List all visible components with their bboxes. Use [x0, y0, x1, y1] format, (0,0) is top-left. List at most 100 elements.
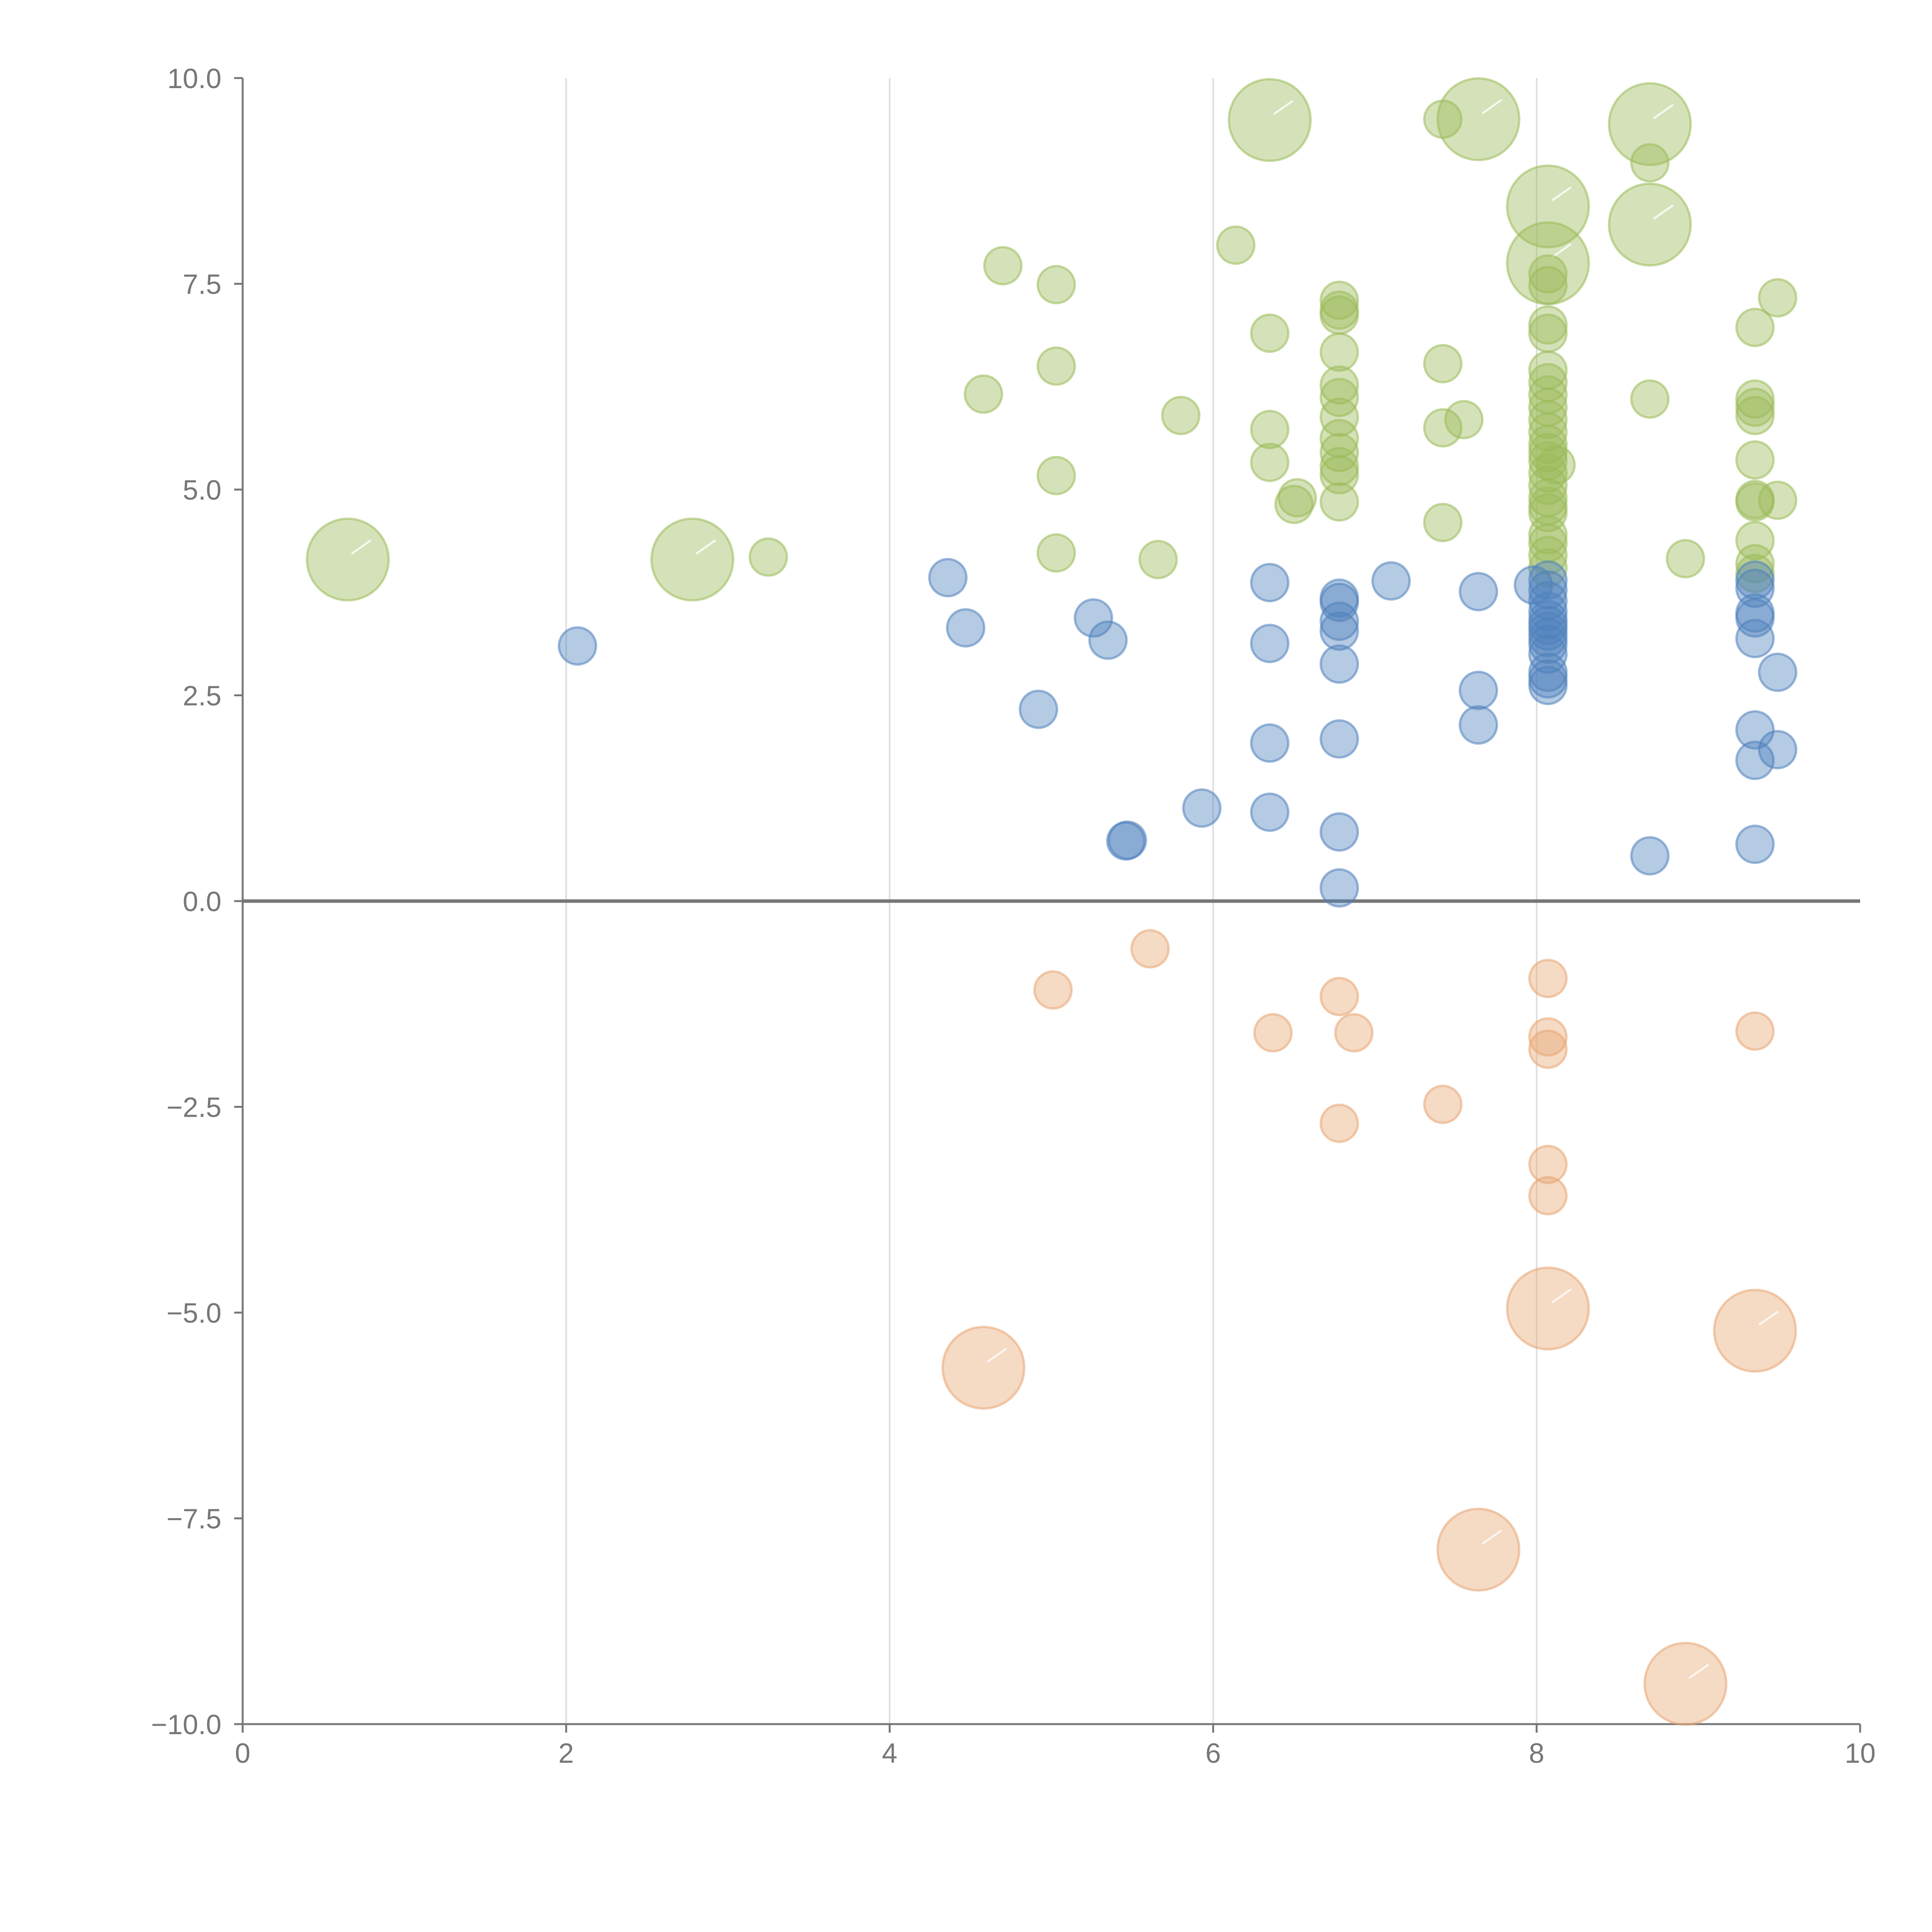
blue-bubble	[1250, 792, 1290, 832]
green-bubble	[1758, 480, 1798, 520]
orange-bubble	[1528, 1017, 1568, 1057]
green-bubble	[1228, 78, 1312, 162]
green-bubble	[1423, 344, 1463, 384]
green-bubble	[1216, 225, 1256, 265]
green-bubble	[1320, 295, 1359, 335]
green-bubble	[1536, 445, 1576, 485]
green-bubble	[1423, 408, 1463, 448]
blue-bubble	[1320, 868, 1359, 908]
green-bubble	[1528, 265, 1568, 305]
orange-bubble	[1528, 1145, 1568, 1184]
green-bubble	[1320, 397, 1359, 437]
green-bubble	[1036, 346, 1076, 386]
green-bubble	[1444, 400, 1484, 439]
blue-bubble	[1371, 561, 1411, 601]
green-bubble	[1138, 540, 1178, 580]
blue-bubble	[1088, 620, 1128, 660]
blue-bubble	[1459, 670, 1498, 710]
blue-bubble	[1735, 825, 1775, 864]
blue-bubble	[1758, 652, 1798, 692]
y-tick-label: −2.5	[167, 1092, 221, 1123]
green-bubble	[1630, 143, 1670, 183]
orange-bubble	[1423, 1085, 1463, 1124]
orange-bubble	[1528, 959, 1568, 998]
green-bubble	[1320, 365, 1359, 405]
green-bubble-pointer	[1653, 204, 1674, 220]
green-bubble	[1630, 379, 1670, 419]
blue-bubble	[946, 608, 986, 648]
green-bubble	[1036, 265, 1076, 304]
orange-bubble-pointer	[986, 1347, 1007, 1363]
blue-bubble	[1107, 820, 1147, 860]
green-bubble	[1528, 424, 1568, 464]
green-bubble	[1528, 313, 1568, 353]
orange-bubble	[1528, 1029, 1568, 1069]
green-bubble	[1320, 482, 1359, 522]
blue-bubble	[1528, 560, 1568, 600]
green-bubble	[1528, 466, 1568, 505]
green-bubble	[1277, 478, 1317, 518]
blue-bubble	[1320, 812, 1359, 852]
orange-bubble-pointer	[1758, 1310, 1779, 1326]
green-bubble	[1758, 278, 1798, 318]
green-bubble	[1320, 378, 1359, 417]
blue-bubble	[1459, 705, 1498, 745]
y-tick-label: −10.0	[151, 1709, 221, 1740]
green-bubble-pointer	[1653, 104, 1674, 119]
green-bubble	[1528, 515, 1568, 555]
green-bubble-pointer	[1273, 100, 1294, 115]
bubbles	[306, 77, 1798, 1726]
orange-bubble	[1320, 977, 1359, 1017]
blue-bubble	[1320, 611, 1359, 651]
green-bubble	[964, 374, 1003, 414]
green-bubble	[1036, 456, 1076, 495]
green-bubble	[1320, 433, 1359, 473]
green-bubble	[1528, 254, 1568, 294]
orange-bubble	[941, 1326, 1026, 1410]
green-bubble	[1608, 82, 1692, 166]
blue-bubble	[1019, 689, 1058, 729]
blue-bubble	[1320, 644, 1359, 684]
blue-bubble	[1459, 572, 1498, 612]
green-bubble	[1320, 281, 1359, 320]
orange-bubble	[1436, 1507, 1520, 1592]
green-bubble	[748, 537, 788, 577]
blue-bubble	[1735, 710, 1775, 750]
green-bubble	[1036, 533, 1076, 573]
blue-bubble	[1528, 570, 1568, 610]
orange-bubble	[1713, 1289, 1797, 1373]
green-bubble	[1320, 447, 1359, 486]
green-bubble	[1320, 455, 1359, 495]
orange-bubble	[1033, 970, 1073, 1010]
y-tick-label: −7.5	[167, 1504, 221, 1535]
orange-bubble	[1130, 929, 1170, 969]
green-bubble	[1161, 396, 1201, 435]
orange-bubble-pointer	[1551, 1288, 1572, 1304]
blue-bubble	[928, 558, 968, 597]
y-tick-label: 5.0	[183, 475, 221, 506]
orange-bubble	[1643, 1642, 1728, 1726]
y-tick-label: 0.0	[183, 886, 221, 917]
y-tick-label: 10.0	[167, 63, 221, 94]
green-bubble-pointer	[1551, 186, 1572, 202]
green-bubble-pointer	[696, 539, 716, 555]
tick-labels: 0 2 4 6 8 10 10.0 7.5 5.0 2.5 0.0 −2.5 −5.0 −7.5 −10.0	[151, 63, 1876, 1769]
blue-bubble	[1630, 836, 1670, 876]
orange-bubble	[1320, 1104, 1359, 1143]
blue-bubble	[1250, 723, 1290, 763]
green-bubble	[1608, 182, 1692, 267]
green-bubble	[1528, 493, 1568, 532]
axes	[234, 77, 1861, 1733]
green-bubble	[1274, 485, 1314, 524]
blue-bubble	[1735, 740, 1775, 780]
green-bubble-pointer	[1481, 99, 1502, 114]
blue-bubble	[1250, 624, 1290, 663]
green-bubble	[1735, 396, 1775, 435]
x-tick-label: 4	[882, 1738, 897, 1769]
green-bubble	[1320, 332, 1359, 372]
green-bubble	[1250, 410, 1290, 449]
green-bubble	[1735, 379, 1775, 419]
x-tick-label: 6	[1206, 1738, 1221, 1769]
blue-bubble	[1528, 624, 1568, 664]
